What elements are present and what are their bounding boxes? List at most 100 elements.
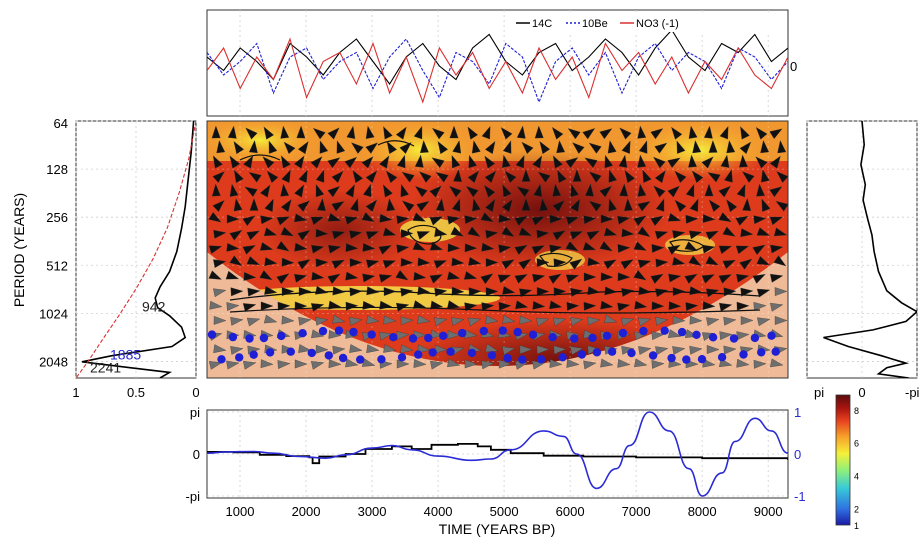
phase-arrow-head	[653, 185, 666, 198]
phase-arrow-64	[726, 140, 736, 154]
phase-arrow-447	[298, 316, 312, 326]
phase-arrow-436	[685, 302, 699, 311]
phase-arrow-head	[752, 274, 766, 284]
phase-arrow-head	[259, 270, 273, 281]
phase-arrow-224	[549, 214, 563, 224]
phase-arrow-159	[599, 185, 612, 198]
phase-arrow-104	[248, 171, 262, 183]
phase-arrow-head	[467, 226, 481, 237]
phase-arrow-352	[413, 271, 427, 281]
phase-arrow-head	[706, 317, 720, 327]
phase-arrow-head	[534, 125, 544, 139]
phase-arrow-231	[667, 212, 682, 222]
phase-arrow-head	[633, 241, 647, 251]
phase-arrow-head	[248, 171, 262, 183]
dominant-period-dot-27	[692, 330, 701, 339]
phase-arrow-207	[260, 215, 274, 225]
phase-arrow-265	[672, 230, 686, 239]
phase-arrow-head	[671, 126, 683, 140]
phase-arrow-399	[638, 286, 652, 296]
phase-arrow-head	[484, 170, 497, 184]
phase-arrow-116	[453, 169, 462, 182]
phase-arrow-head	[702, 244, 716, 254]
dominant-period-dot-19	[548, 333, 557, 342]
phase-arrow-464	[587, 316, 601, 326]
top-series-line-0	[207, 29, 788, 85]
phase-arrow-228	[617, 215, 631, 225]
bottom-series-line-1	[207, 411, 788, 497]
colorbar-tick-label-4: 8	[854, 406, 859, 416]
phase-arrow-head	[720, 154, 730, 168]
dominant-period-dot-52	[577, 350, 587, 359]
phase-arrow-head	[276, 273, 290, 285]
phase-arrow-head	[485, 229, 499, 239]
phase-arrow-262	[621, 228, 635, 238]
phase-arrow-117	[467, 170, 480, 184]
phase-arrow-161	[637, 183, 647, 197]
phase-arrow-52	[521, 141, 534, 154]
phase-arrow-37	[268, 140, 278, 154]
phase-arrow-155	[533, 183, 543, 197]
phase-arrow-head	[263, 227, 278, 237]
phase-arrow-126	[624, 170, 636, 184]
bottom-xlabel: TIME (YEARS BP)	[439, 521, 556, 537]
phase-arrow-head	[383, 315, 397, 325]
phase-arrow-head	[277, 301, 291, 311]
phase-arrow-head	[514, 244, 528, 255]
phase-arrow-head	[346, 125, 356, 139]
phase-arrow-128	[654, 170, 666, 184]
phase-arrow-head	[502, 140, 512, 154]
bottom-ytick-left-1: 0	[193, 447, 200, 462]
phase-arrow-head	[718, 185, 731, 198]
phase-arrow-90	[584, 157, 598, 168]
phase-arrow-head	[481, 360, 495, 370]
phase-arrow-557	[430, 360, 444, 370]
phase-arrow-head	[718, 245, 733, 255]
phase-arrow-head	[412, 241, 426, 251]
phase-arrow-head	[481, 242, 495, 252]
phase-arrow-head	[515, 155, 525, 169]
phase-arrow-91	[604, 154, 614, 169]
phase-arrow-head	[585, 183, 594, 197]
phase-arrow-head	[276, 240, 290, 252]
phase-arrow-355	[463, 271, 478, 280]
phase-arrow-550	[311, 361, 325, 370]
phase-arrow-506	[719, 331, 733, 341]
phase-arrow-head	[718, 212, 732, 223]
phase-arrow-204	[208, 211, 222, 223]
phase-arrow-511	[230, 346, 244, 355]
phase-arrow-201	[742, 198, 752, 211]
bottom-xtick-label-1: 2000	[292, 504, 321, 519]
phase-arrow-head	[760, 140, 770, 154]
phase-arrow-174	[280, 199, 292, 213]
phase-arrow-head	[685, 183, 695, 198]
phase-arrow-head	[518, 258, 532, 270]
phase-arrow-head	[549, 359, 563, 368]
phase-arrow-head	[501, 259, 515, 270]
phase-arrow-73	[293, 155, 305, 169]
phase-arrow-115	[435, 171, 449, 183]
phase-arrow-head	[435, 198, 445, 212]
phase-arrow-121	[537, 171, 551, 183]
phase-arrow-89	[565, 157, 579, 169]
phase-arrow-111	[365, 170, 378, 184]
dominant-period-dot-54	[607, 347, 617, 356]
phase-arrow-208	[276, 216, 290, 226]
phase-arrow-head	[539, 198, 549, 212]
phase-arrow-head	[655, 198, 665, 212]
phase-arrow-head	[400, 316, 414, 326]
phase-arrow-head	[502, 314, 516, 324]
phase-arrow-head	[770, 302, 784, 312]
phase-arrow-head	[651, 331, 665, 341]
phase-arrow-405	[740, 287, 754, 297]
phase-arrow-head	[624, 198, 633, 211]
phase-arrow-head	[351, 142, 364, 154]
colorbar-ticks: 1 2 4 6 8	[854, 406, 859, 531]
phase-arrow-head	[739, 141, 752, 155]
phase-arrow-head	[621, 140, 631, 154]
phase-arrow-211	[327, 212, 342, 222]
phase-arrow-253	[467, 226, 481, 237]
phase-arrow-head	[378, 245, 392, 255]
phase-arrow-head	[481, 125, 491, 140]
phase-arrow-head	[583, 360, 597, 370]
